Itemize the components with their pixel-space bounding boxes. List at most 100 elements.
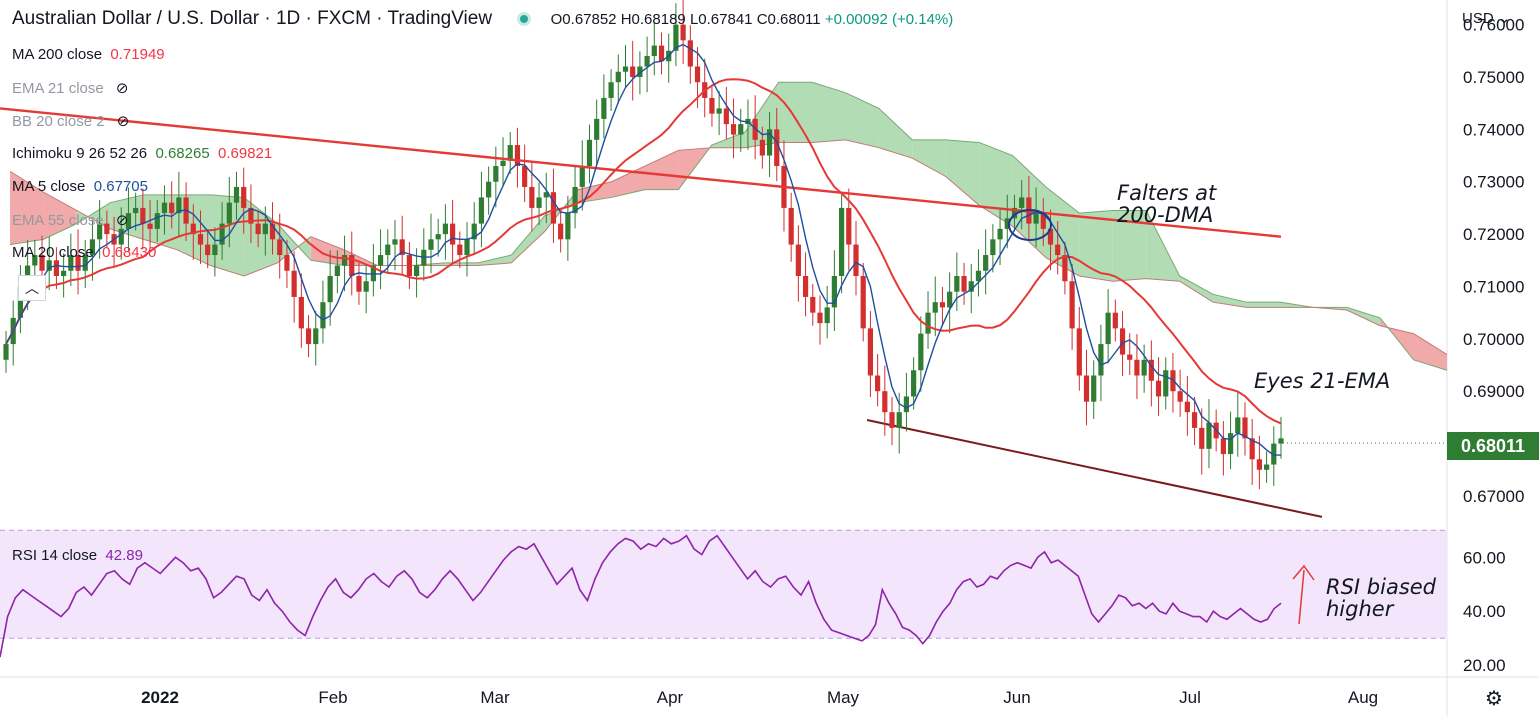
- candle-body: [75, 255, 81, 271]
- rsi-tick-label: 60.00: [1463, 548, 1506, 567]
- candle-body: [1047, 228, 1054, 245]
- candle-body: [932, 302, 938, 313]
- candle-body: [1083, 375, 1090, 402]
- ichimoku-cloud-segment: [76, 202, 111, 229]
- candle-body: [1004, 218, 1010, 229]
- candle-body: [269, 223, 276, 240]
- candle-body: [1184, 401, 1190, 413]
- candle-body: [1191, 412, 1198, 428]
- candle-body: [53, 260, 60, 276]
- candle-body: [61, 270, 67, 276]
- candle-body: [975, 270, 982, 282]
- candle-body: [738, 124, 744, 135]
- candle-body: [615, 71, 621, 83]
- indicator-value: 0.71949: [110, 46, 165, 63]
- indicator-value: 0.68265: [155, 145, 210, 162]
- indicator-bb20[interactable]: BB 20 close 2 ⊘: [12, 112, 129, 130]
- high-value: H0.68189: [620, 11, 686, 28]
- indicator-ma200[interactable]: MA 200 close 0.71949: [12, 46, 165, 63]
- candle-body: [1055, 244, 1061, 256]
- candle-body: [766, 129, 773, 156]
- candle-body: [1263, 464, 1270, 470]
- senkou-span-a: [9, 81, 1448, 371]
- candle-body: [435, 234, 441, 240]
- candle-body: [961, 275, 967, 292]
- candle-body: [363, 281, 369, 292]
- candle-body: [939, 302, 946, 308]
- candle-body: [630, 66, 636, 77]
- candle-body: [277, 239, 283, 256]
- candle-body: [406, 255, 412, 276]
- candle-body: [68, 255, 74, 271]
- rsi-tick-label: 40.00: [1463, 602, 1506, 621]
- indicator-ema21[interactable]: EMA 21 close ⊘: [12, 79, 128, 97]
- candle-body: [97, 223, 103, 240]
- time-tick-label: Apr: [657, 688, 684, 707]
- collapse-legend-button[interactable]: ︿: [18, 275, 46, 301]
- last-price-tag: 0.68011: [1447, 432, 1539, 460]
- candle-body: [413, 265, 420, 276]
- candle-body: [392, 239, 398, 245]
- ichimoku-cloud-segment: [1112, 210, 1147, 282]
- low-value: L0.67841: [689, 11, 753, 28]
- ma5-line: [5, 43, 1281, 456]
- candle-body: [911, 370, 917, 397]
- candle-body: [428, 239, 434, 250]
- indicator-label: MA 200 close: [12, 46, 103, 63]
- ichimoku-cloud-segment: [143, 194, 178, 250]
- candle-body: [313, 328, 319, 345]
- candle-body: [89, 239, 96, 256]
- candle-body: [990, 239, 996, 256]
- candle-body: [565, 213, 571, 240]
- hidden-eye-icon[interactable]: ⊘: [116, 113, 130, 130]
- candle-body: [716, 108, 722, 114]
- candle-body: [622, 66, 629, 72]
- time-tick-label: 2022: [141, 688, 179, 707]
- candle-body: [889, 412, 895, 428]
- candle-body: [46, 260, 52, 271]
- support-trendline: [866, 419, 1323, 518]
- candle-body: [1148, 359, 1154, 381]
- candle-body: [543, 192, 549, 198]
- indicator-ma5[interactable]: MA 5 close 0.67705: [12, 178, 148, 195]
- candle-body: [1155, 380, 1162, 397]
- indicator-ma20[interactable]: MA 20 close 0.68430: [12, 244, 156, 261]
- rsi-legend[interactable]: RSI 14 close 42.89: [12, 547, 143, 564]
- price-tick-label: 0.72000: [1463, 225, 1524, 244]
- settings-gear-icon[interactable]: ⚙: [1485, 688, 1503, 710]
- candle-body: [586, 139, 593, 167]
- price-tick-label: 0.73000: [1463, 173, 1524, 192]
- ichimoku-cloud-segment: [912, 139, 946, 177]
- indicator-label: EMA 55 close: [12, 212, 104, 229]
- annotation-line: RSI biased: [1326, 575, 1437, 599]
- candle-body: [262, 223, 268, 235]
- annotation-line: higher: [1326, 597, 1394, 621]
- indicator-label: MA 5 close: [12, 178, 86, 195]
- candle-body: [219, 223, 225, 245]
- candle-body: [493, 166, 499, 182]
- ichimoku-cloud-segment: [1213, 294, 1247, 308]
- candle-body: [1033, 213, 1039, 224]
- rsi-arrow-head: [1292, 564, 1315, 581]
- candle-body: [1062, 255, 1068, 282]
- hidden-eye-icon[interactable]: ⊘: [115, 80, 129, 97]
- candle-body: [39, 255, 45, 271]
- ichimoku-cloud-segment: [1346, 307, 1381, 326]
- indicator-ichimoku[interactable]: Ichimoku 9 26 52 26 0.68265 0.69821: [12, 145, 272, 162]
- candle-body: [298, 296, 304, 329]
- candle-body: [1127, 354, 1133, 360]
- currency-selector[interactable]: USD ⌄: [1462, 10, 1511, 27]
- candle-body: [212, 244, 218, 256]
- rsi-band: [0, 530, 1447, 639]
- candle-body: [694, 66, 701, 83]
- candle-body: [896, 412, 902, 428]
- ichimoku-cloud-segment: [1079, 210, 1113, 282]
- rsi-label: RSI 14 close: [12, 547, 98, 564]
- indicator-label: MA 20 close: [12, 244, 94, 261]
- hidden-eye-icon[interactable]: ⊘: [115, 212, 129, 229]
- indicator-ema55[interactable]: EMA 55 close ⊘: [12, 211, 128, 229]
- candle-body: [399, 239, 405, 256]
- ichimoku-cloud-segment: [812, 82, 846, 143]
- candle-body: [1206, 422, 1212, 449]
